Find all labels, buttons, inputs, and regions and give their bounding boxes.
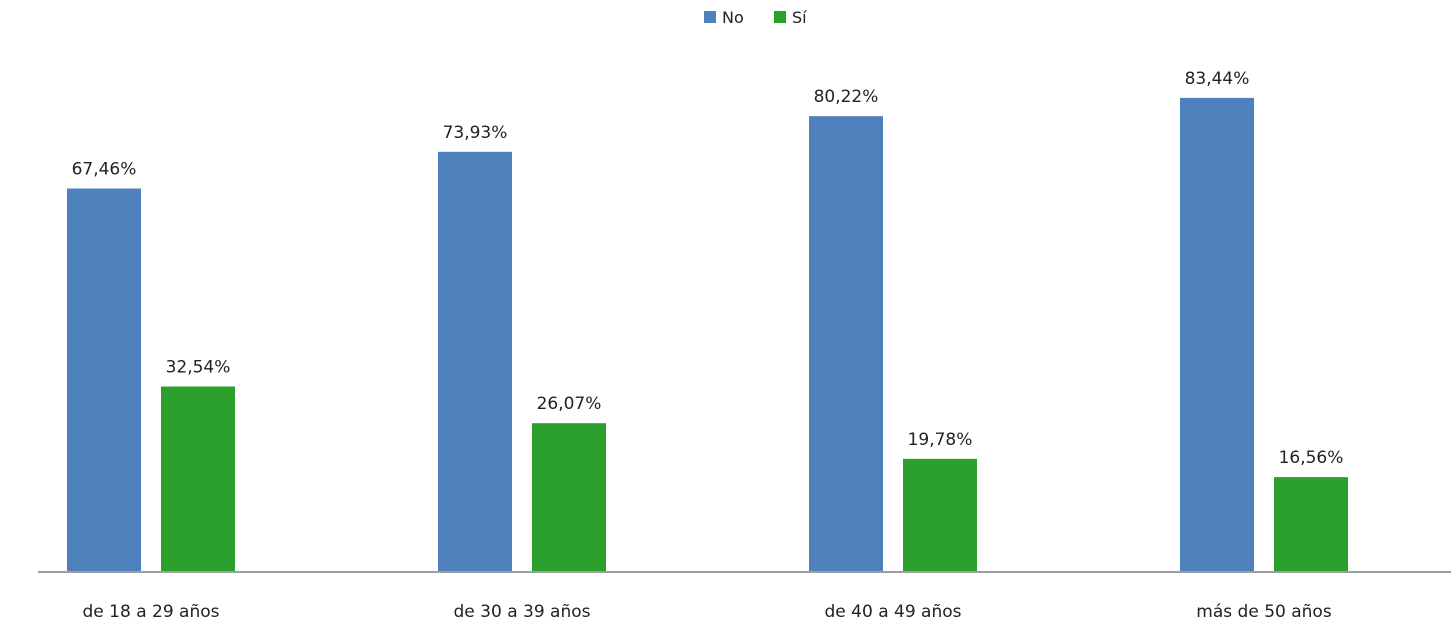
- data-label: 19,78%: [908, 430, 973, 450]
- bar-no-4: [1180, 97, 1254, 571]
- legend: No Sí: [704, 8, 807, 27]
- bar-si-4: [1274, 477, 1348, 571]
- legend-swatch: [774, 11, 786, 23]
- bar-si-3: [903, 458, 977, 571]
- data-label: 73,93%: [443, 123, 508, 143]
- x-tick-label: de 30 a 39 años: [454, 602, 591, 622]
- x-tick-label: de 40 a 49 años: [825, 602, 962, 622]
- bar-no-2: [438, 151, 512, 571]
- legend-swatch: [704, 11, 716, 23]
- data-label: 32,54%: [166, 357, 231, 377]
- x-tick-label: de 18 a 29 años: [83, 602, 220, 622]
- data-label: 83,44%: [1185, 69, 1250, 89]
- data-label: 67,46%: [72, 160, 137, 180]
- x-tick-label: más de 50 años: [1196, 602, 1332, 622]
- data-label: 26,07%: [537, 394, 602, 414]
- data-label: 80,22%: [814, 87, 879, 107]
- data-labels: 67,46% 32,54% 73,93% 26,07% 80,22% 19,78% 83,4…: [72, 69, 1344, 468]
- x-tick-labels: de 18 a 29 años de 30 a 39 años de 40 a 49…: [83, 602, 1332, 622]
- bars: [67, 97, 1348, 572]
- bar-no-3: [809, 116, 883, 572]
- legend-label: Sí: [792, 8, 807, 27]
- bar-no-1: [67, 188, 141, 571]
- legend-label: No: [722, 8, 744, 27]
- bar-si-2: [532, 423, 606, 571]
- bar-si-1: [161, 386, 235, 571]
- data-label: 16,56%: [1279, 448, 1344, 468]
